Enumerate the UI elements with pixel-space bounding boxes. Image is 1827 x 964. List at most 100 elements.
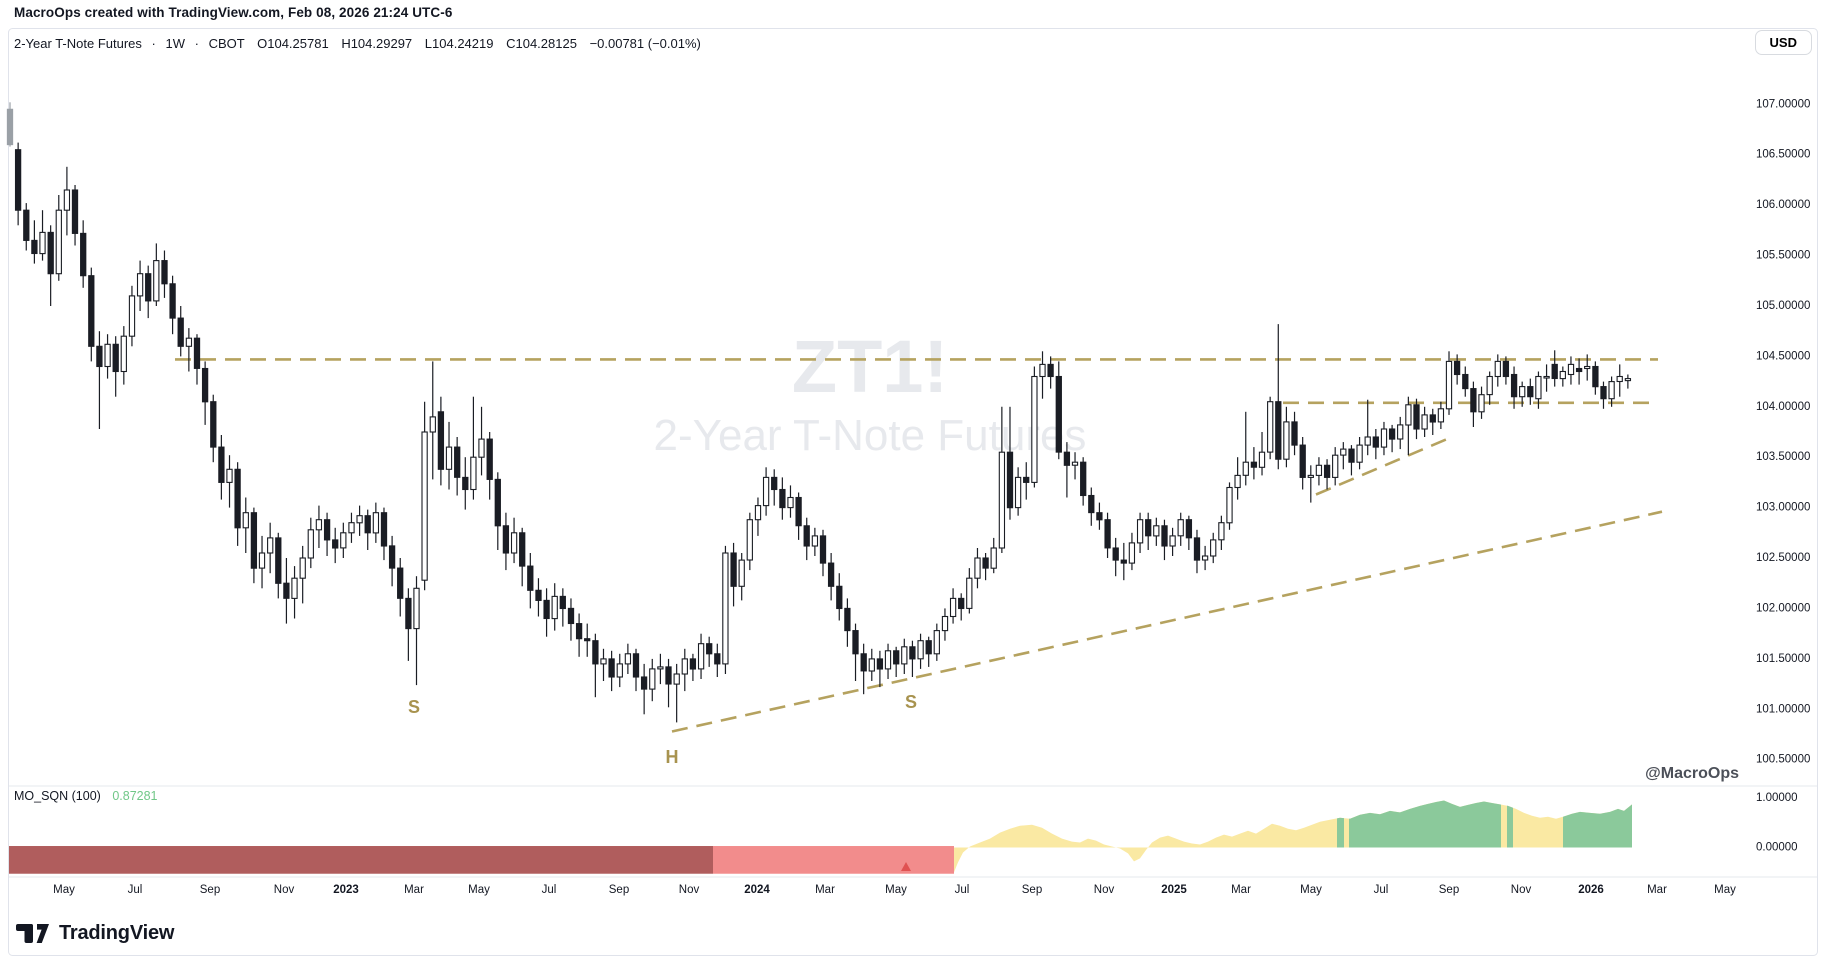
indicator-legend[interactable]: MO_SQN (100) 0.87281 — [14, 789, 158, 803]
candle-body — [437, 411, 445, 470]
candle-body — [860, 653, 867, 672]
candle-body — [909, 646, 916, 660]
candle-body — [1575, 367, 1583, 373]
candle-body — [454, 446, 461, 478]
price-axis[interactable]: 107.00000 106.50000 106.00000 105.50000 105.… — [1756, 98, 1810, 853]
candle-body — [96, 345, 103, 368]
candle-body — [494, 478, 501, 527]
candle-body — [250, 512, 258, 569]
price-axis-label: 104.50000 — [1756, 350, 1810, 362]
candle-body — [1388, 428, 1396, 440]
candle-body — [771, 476, 778, 491]
time-axis-month-label: Jul — [1374, 884, 1389, 896]
legend-separator: · — [151, 36, 156, 51]
candle-body — [1161, 525, 1168, 547]
candle-body — [445, 446, 453, 470]
sqn-area-green — [1337, 800, 1632, 873]
candle-body — [283, 582, 290, 599]
candle-body — [1080, 461, 1087, 497]
candle-body — [1616, 375, 1623, 383]
indicator-axis-label: 1.00000 — [1756, 792, 1798, 804]
candle-body — [795, 496, 802, 527]
candle-body — [372, 512, 380, 534]
time-axis-month-label: May — [885, 884, 907, 896]
price-axis-label: 102.50000 — [1756, 552, 1810, 564]
candle-body — [689, 658, 697, 670]
candle-body — [1315, 464, 1323, 476]
indicator-value: 0.87281 — [112, 789, 158, 803]
time-axis-month-label: Mar — [815, 884, 835, 896]
candle-body — [397, 567, 404, 599]
candle-body — [136, 273, 144, 297]
candle-body — [364, 515, 371, 534]
symbol-title[interactable]: 2-Year T-Note Futures — [14, 36, 142, 51]
pattern-label[interactable]: S — [905, 692, 917, 712]
candle-body — [803, 525, 810, 547]
candle-body — [23, 209, 30, 241]
price-axis-label: 105.00000 — [1756, 300, 1810, 312]
candle-body — [47, 231, 54, 275]
candle-body — [592, 640, 599, 665]
price-axis-label: 107.00000 — [1756, 98, 1810, 110]
pattern-label[interactable]: S — [408, 697, 420, 717]
time-axis-month-label: Jul — [128, 884, 143, 896]
candle-body — [161, 260, 168, 285]
candle-body — [1356, 444, 1363, 463]
candle-body — [1023, 476, 1030, 483]
symbol-legend[interactable]: 2-Year T-Note Futures · 1W · CBOT O104.2… — [14, 36, 701, 51]
sqn-regime-marker — [901, 862, 911, 871]
candle-body — [169, 283, 176, 319]
interval-label[interactable]: 1W — [165, 36, 186, 51]
candle-body — [706, 643, 713, 655]
candle-body — [1486, 375, 1493, 396]
price-axis-label: 106.50000 — [1756, 149, 1810, 161]
candle-body — [893, 650, 900, 665]
candle-body — [1559, 370, 1566, 380]
candle-body — [1437, 408, 1445, 423]
candle-body — [470, 456, 477, 491]
candle-body — [153, 260, 160, 302]
candle-body — [811, 535, 819, 547]
pattern-label[interactable]: H — [666, 747, 679, 767]
price-axis-label: 106.00000 — [1756, 199, 1810, 211]
candle-body — [1177, 519, 1184, 537]
candle-body — [1348, 448, 1355, 463]
currency-button[interactable]: USD — [1754, 30, 1812, 55]
candle-body — [722, 552, 729, 665]
candles-layer[interactable] — [6, 102, 1632, 723]
candle-body — [39, 231, 46, 255]
candle-body — [876, 658, 884, 670]
candle-body — [242, 512, 249, 529]
candle-body — [974, 557, 981, 579]
candle-body — [1153, 525, 1160, 537]
price-axis-label: 103.50000 — [1756, 451, 1810, 463]
candle-body — [1063, 451, 1071, 466]
time-axis[interactable]: May Jul Sep Nov 2023 Mar May Jul Sep Nov 2024 Mar Ma… — [53, 884, 1736, 896]
candle-body — [1047, 363, 1054, 378]
candle-body — [128, 295, 136, 337]
candle-body — [1519, 386, 1526, 398]
candle-body — [1120, 559, 1127, 564]
trend-dashed-line[interactable] — [671, 510, 1663, 733]
indicator-name[interactable]: MO_SQN (100) — [14, 789, 101, 803]
candle-body — [819, 535, 827, 564]
change-value: −0.00781 (−0.01%) — [589, 36, 701, 51]
time-axis-year-label: 2026 — [1578, 884, 1604, 896]
time-axis-month-label: Sep — [1022, 884, 1042, 896]
author-signature: @MacroOps — [1645, 765, 1739, 782]
price-axis-label: 104.00000 — [1756, 401, 1810, 413]
candle-body — [14, 149, 22, 211]
candle-body — [519, 532, 526, 567]
candle-body — [80, 232, 87, 277]
tradingview-logo[interactable]: TradingView — [16, 921, 174, 945]
high-value: H104.29297 — [341, 36, 413, 51]
candle-body — [1291, 421, 1298, 446]
candle-body — [600, 658, 607, 665]
candle-body — [779, 488, 786, 509]
candle-body — [421, 431, 428, 581]
candle-body — [1592, 365, 1599, 388]
candle-body — [681, 658, 688, 675]
candle-body — [746, 519, 753, 561]
candle-body — [1372, 436, 1379, 448]
